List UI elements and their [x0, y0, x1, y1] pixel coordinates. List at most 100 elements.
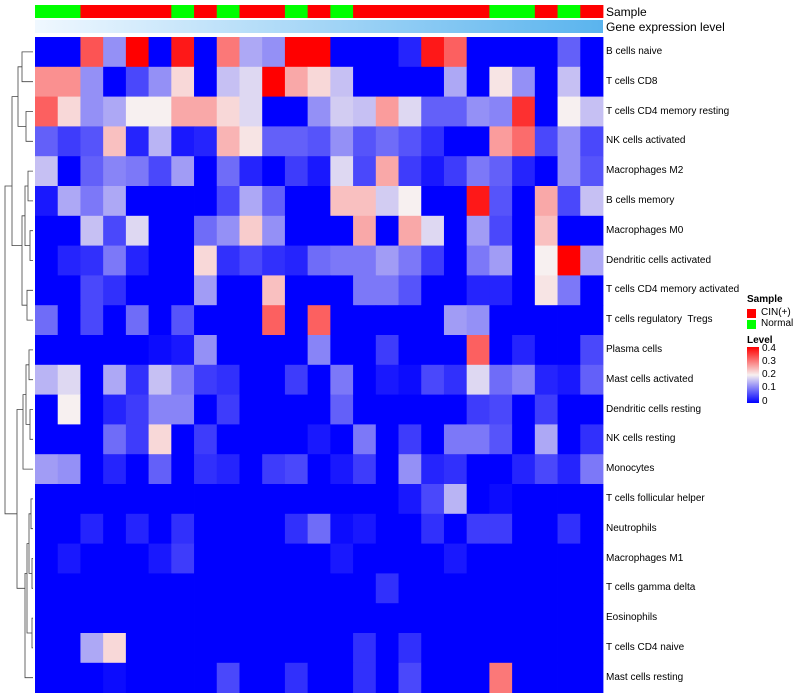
heatmap-cell [421, 156, 445, 187]
heatmap-cell [148, 394, 172, 425]
sample-annotation-cell [466, 5, 490, 18]
heatmap-cell [330, 662, 354, 693]
heatmap-cell [216, 186, 240, 217]
heatmap-cell [35, 513, 59, 544]
heatmap-cell [580, 215, 604, 246]
heatmap-cell [580, 662, 604, 693]
heatmap-cell [35, 156, 59, 187]
heatmap-cell [443, 573, 468, 604]
sample-annotation-cell [239, 5, 263, 18]
heatmap-cell [284, 37, 309, 68]
heatmap-cell [489, 335, 513, 366]
heatmap-cell [443, 633, 468, 664]
heatmap-cell [512, 394, 536, 425]
heatmap-cell [57, 364, 81, 395]
heatmap-cell [580, 305, 604, 336]
heatmap-cell [421, 513, 445, 544]
heatmap-cell [194, 424, 218, 455]
heatmap-cell [489, 96, 513, 127]
heatmap-cell [534, 245, 558, 276]
heatmap-cell [375, 37, 399, 68]
heatmap-cell [489, 513, 513, 544]
heatmap-cell [557, 96, 581, 127]
heatmap-cell [466, 245, 490, 276]
heatmap-cell [57, 543, 81, 574]
row-label: B cells naive [606, 45, 663, 57]
heatmap-cell [194, 305, 218, 336]
heatmap-cell [580, 186, 604, 217]
heatmap-cell [284, 484, 309, 515]
heatmap-cell [512, 543, 536, 574]
heatmap-cell [353, 424, 377, 455]
heatmap-cell [353, 37, 377, 68]
heatmap-cell [80, 66, 104, 97]
heatmap-cell [284, 364, 309, 395]
heatmap-cell [262, 66, 286, 97]
heatmap-cell [307, 275, 331, 306]
heatmap-cell [262, 484, 286, 515]
heatmap-cell [239, 662, 263, 693]
heatmap-cell [35, 96, 59, 127]
heatmap-cell [512, 156, 536, 187]
heatmap-cell [284, 215, 309, 246]
heatmap-cell [398, 37, 422, 68]
heatmap-cell [580, 126, 604, 157]
heatmap-cell [307, 394, 331, 425]
heatmap-cell [580, 484, 604, 515]
heatmap-cell [330, 484, 354, 515]
expression-track-label: Gene expression level [606, 20, 725, 34]
heatmap-cell [443, 126, 468, 157]
heatmap-cell [330, 454, 354, 485]
row-label: T cells follicular helper [606, 492, 705, 504]
heatmap-cell [57, 215, 81, 246]
heatmap-cell [239, 215, 263, 246]
heatmap-cell [103, 633, 127, 664]
heatmap-cell [398, 484, 422, 515]
heatmap-cell [103, 335, 127, 366]
heatmap-cell [307, 543, 331, 574]
dendrogram-branch [24, 185, 30, 246]
heatmap-cell [443, 66, 468, 97]
sample-annotation-cell [443, 5, 468, 18]
heatmap-cell [125, 573, 149, 604]
heatmap-cell [489, 603, 513, 634]
heatmap-cell [284, 96, 309, 127]
heatmap-cell [421, 454, 445, 485]
sample-annotation-cell [580, 5, 604, 18]
heatmap-cell [512, 424, 536, 455]
heatmap-cell [398, 335, 422, 366]
level-tick-0: 0 [762, 396, 768, 407]
heatmap-cell [103, 394, 127, 425]
heatmap-cell [262, 513, 286, 544]
heatmap-cell [284, 186, 309, 217]
heatmap-cell [57, 245, 81, 276]
row-label: T cells regulatory Tregs [606, 314, 713, 326]
heatmap-cell [284, 156, 309, 187]
heatmap-cell [239, 37, 263, 68]
heatmap-cell [557, 245, 581, 276]
heatmap-cell [80, 662, 104, 693]
heatmap-cell [194, 364, 218, 395]
heatmap-cell [194, 513, 218, 544]
heatmap-cell [148, 215, 172, 246]
sample-annotation-cell [284, 5, 309, 18]
heatmap-cell [421, 215, 445, 246]
legend-sample-title: Sample [747, 294, 783, 305]
heatmap-cell [262, 215, 286, 246]
heatmap-cell [512, 37, 536, 68]
heatmap-cell [262, 573, 286, 604]
heatmap-cell [375, 603, 399, 634]
heatmap-cell [35, 454, 59, 485]
heatmap-cell [466, 573, 490, 604]
heatmap-cell [398, 215, 422, 246]
heatmap-cell [148, 364, 172, 395]
heatmap-cell [534, 66, 558, 97]
heatmap-cell [489, 573, 513, 604]
heatmap-cell [284, 126, 309, 157]
sample-annotation-cell [80, 5, 104, 18]
heatmap-cell [103, 275, 127, 306]
heatmap-cell [307, 126, 331, 157]
heatmap-cell [262, 633, 286, 664]
dendrogram-branch [11, 96, 22, 246]
